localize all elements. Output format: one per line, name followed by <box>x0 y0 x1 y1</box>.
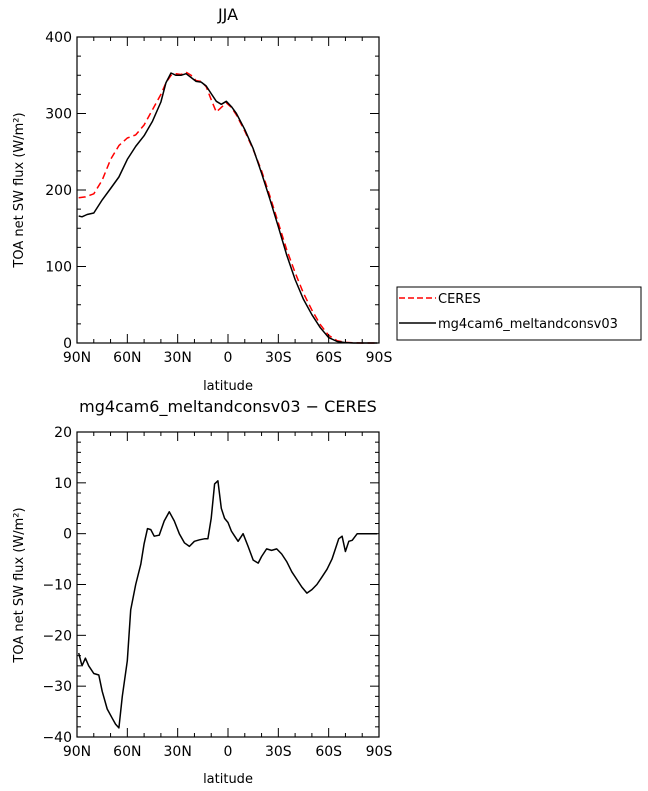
legend: CERES mg4cam6_meltandconsv03 <box>396 286 642 341</box>
bottom-x-tick-label: 60N <box>113 744 141 760</box>
bottom-series-group <box>77 480 378 729</box>
top-series-line-1 <box>78 72 378 344</box>
bottom-axes: 90N 60N 30N 0 30S 60S 90S −40 −30 −20 −10 0 10 20 <box>42 425 392 760</box>
top-y-tick-label: 100 <box>45 260 72 276</box>
top-y-tick-label: 400 <box>45 30 72 46</box>
top-x-tick-label: 60N <box>113 350 141 366</box>
legend-label-model: mg4cam6_meltandconsv03 <box>438 317 618 332</box>
bottom-chart-title: mg4cam6_meltandconsv03 − CERES <box>79 397 377 417</box>
bottom-x-tick-label: 60S <box>315 744 342 760</box>
top-y-tick-label: 300 <box>45 107 72 123</box>
bottom-y-tick-label: 10 <box>54 476 72 492</box>
legend-box <box>396 286 642 341</box>
bottom-x-tick-label: 90N <box>63 744 91 760</box>
bottom-x-axis-title: latitude <box>203 772 253 787</box>
top-y-axis-title: TOA net SW flux (W/m²) <box>12 112 27 268</box>
bottom-x-tick-label: 30N <box>164 744 192 760</box>
top-x-tick-label: 90S <box>366 350 393 366</box>
top-axes: 90N 60N 30N 0 30S 60S 90S 0 100 200 300 400 <box>45 30 392 366</box>
top-x-axis-title: latitude <box>203 379 253 394</box>
top-y-tick-label: 200 <box>45 183 72 199</box>
bottom-y-tick-label: −40 <box>42 730 72 746</box>
bottom-x-tick-label: 0 <box>224 744 233 760</box>
bottom-y-tick-label: −20 <box>42 628 72 644</box>
legend-label-ceres: CERES <box>438 292 481 307</box>
top-x-tick-label: 0 <box>224 350 233 366</box>
top-chart-title: JJA <box>217 5 238 24</box>
top-plot-frame <box>76 36 380 344</box>
top-x-tick-label: 30N <box>164 350 192 366</box>
top-series-group <box>78 71 378 344</box>
top-x-tick-label: 90N <box>63 350 91 366</box>
bottom-x-tick-label: 30S <box>265 744 292 760</box>
bottom-series-line-0 <box>77 480 378 729</box>
bottom-y-tick-label: −10 <box>42 578 72 594</box>
bottom-y-axis-title: TOA net SW flux (W/m²) <box>12 507 27 663</box>
top-series-line-0 <box>78 71 378 344</box>
top-x-tick-label: 30S <box>265 350 292 366</box>
bottom-x-tick-label: 90S <box>366 744 393 760</box>
top-panel: JJA 90N 60N 30N 0 30S 60S 90S 0 100 200 300 400 TOA… <box>12 5 392 394</box>
top-x-tick-label: 60S <box>315 350 342 366</box>
bottom-y-tick-label: 0 <box>63 527 72 543</box>
top-y-tick-label: 0 <box>63 336 72 352</box>
bottom-y-tick-label: 20 <box>54 425 72 441</box>
bottom-panel: mg4cam6_meltandconsv03 − CERES 90N 60N 30N… <box>12 397 392 787</box>
bottom-y-tick-label: −30 <box>42 679 72 695</box>
